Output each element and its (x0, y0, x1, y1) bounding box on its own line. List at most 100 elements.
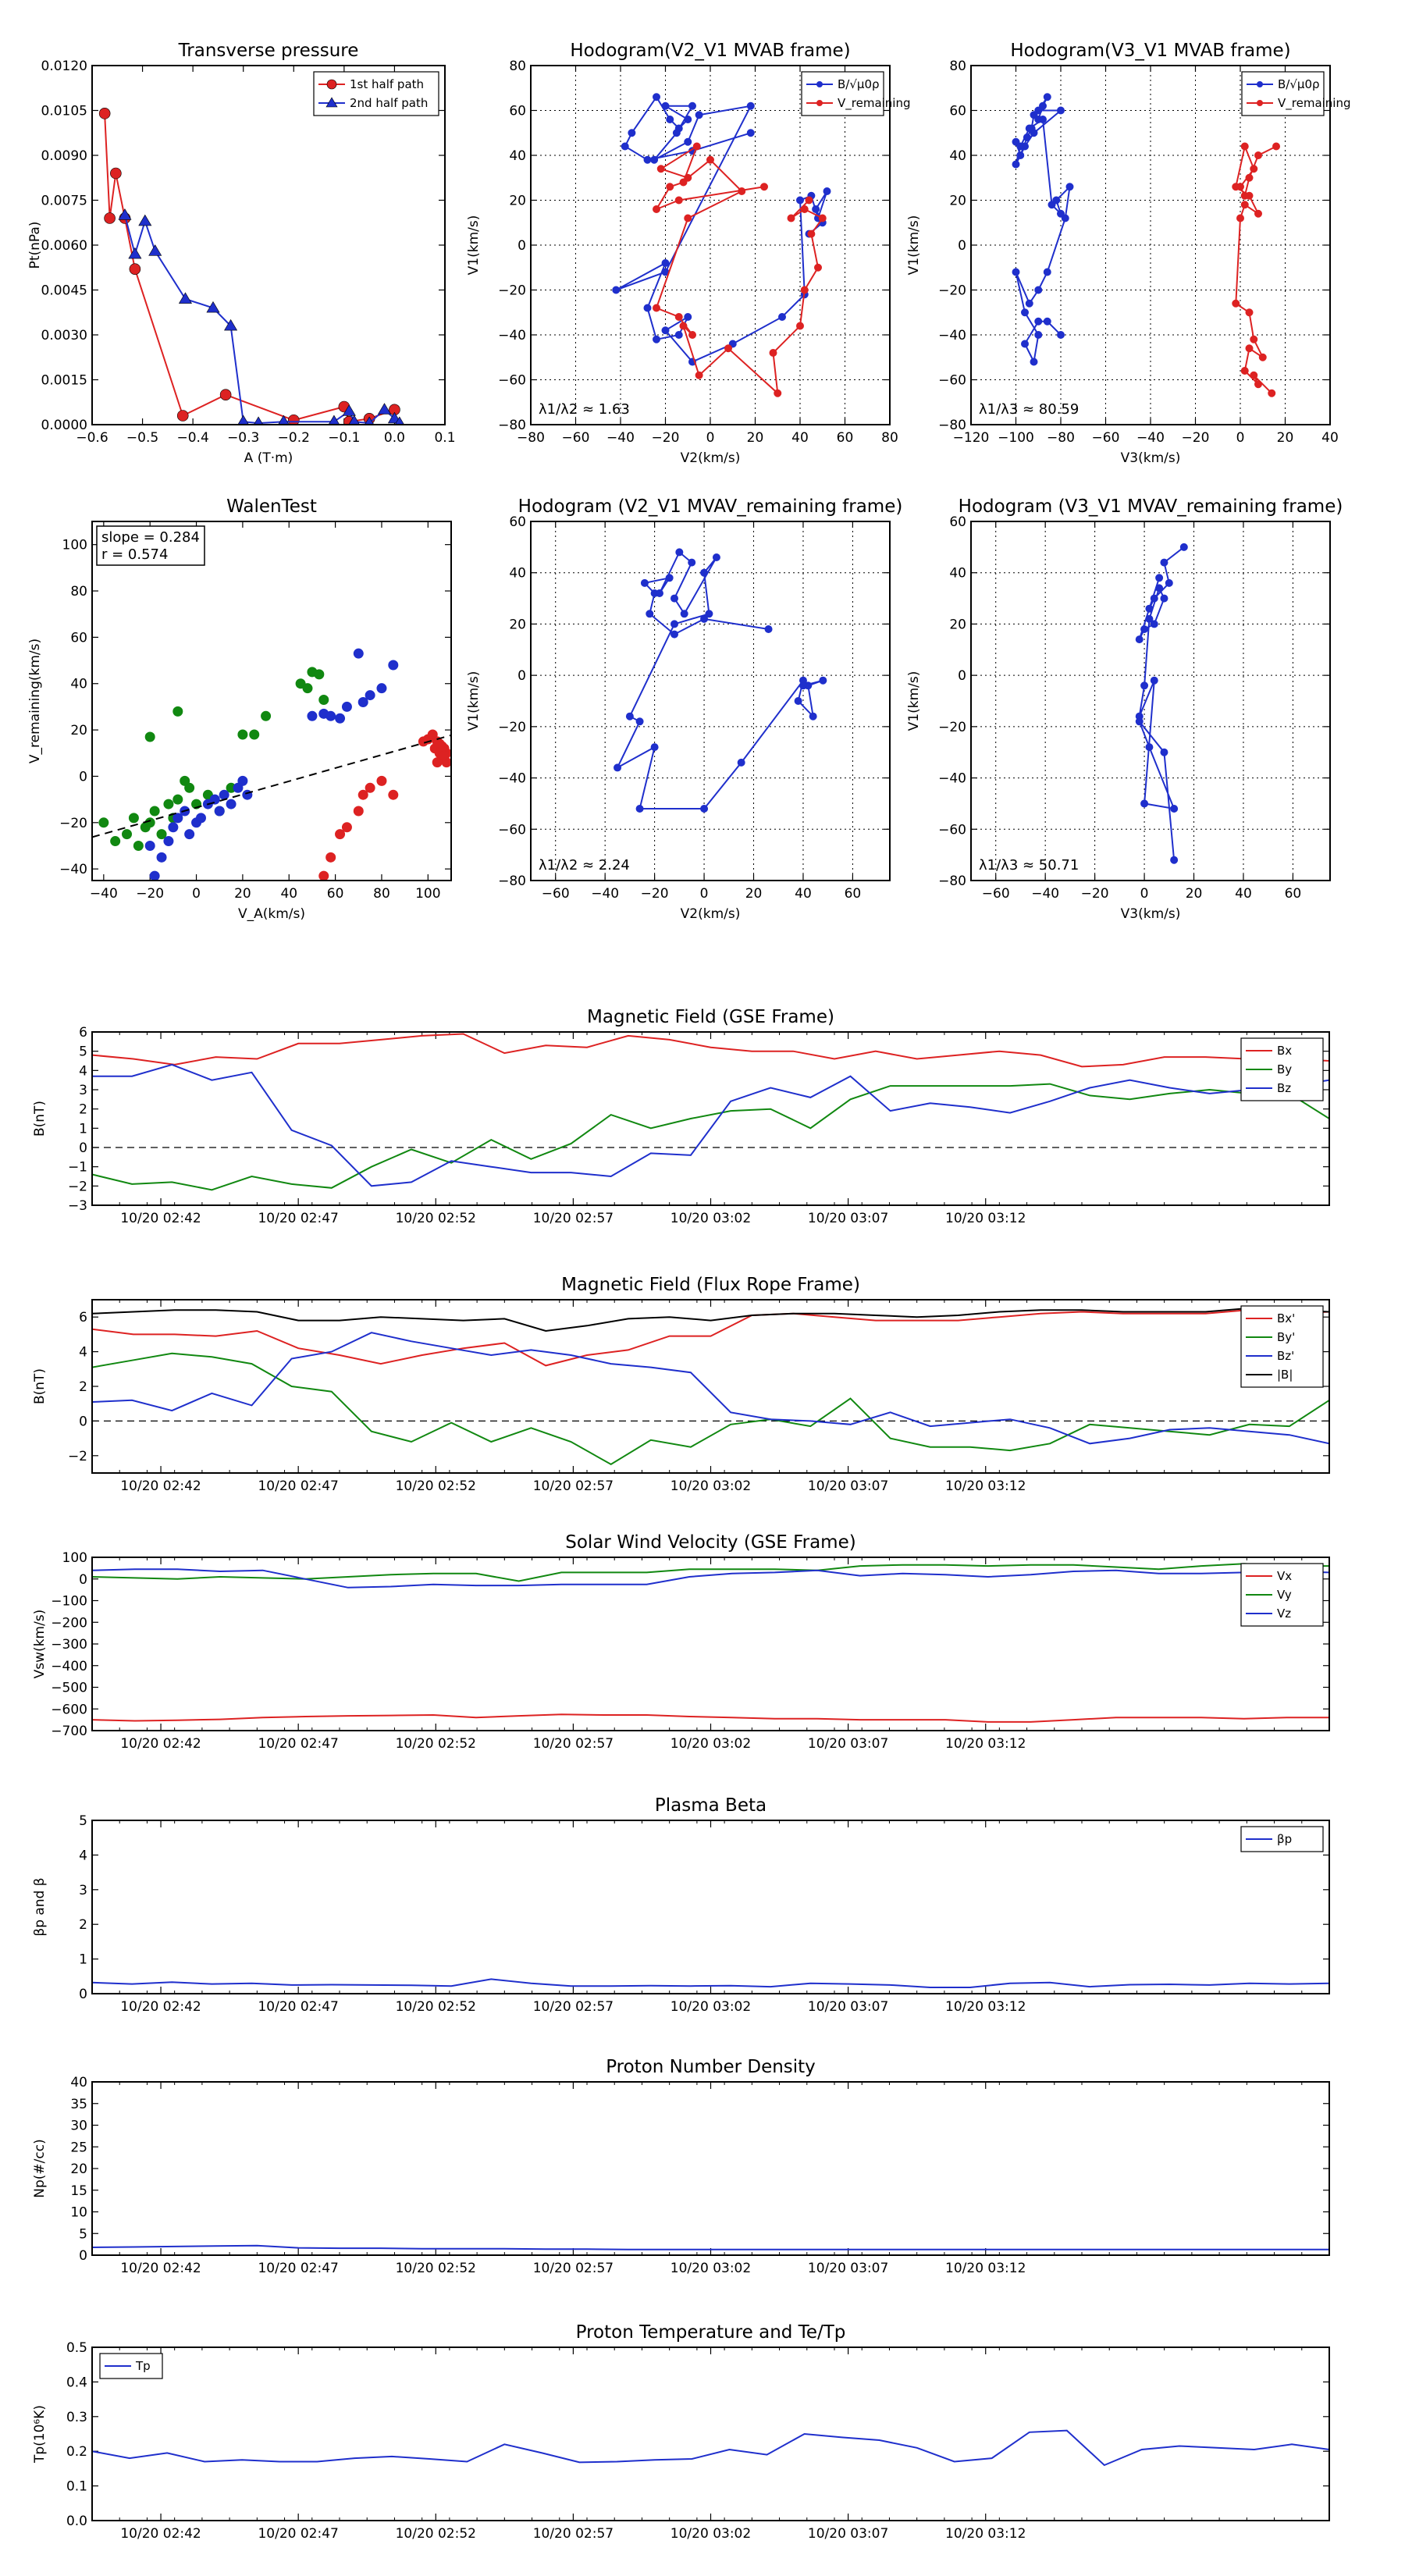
data-marker (1043, 268, 1051, 276)
data-marker (253, 416, 264, 425)
y-tick-label: −40 (498, 771, 526, 787)
chart-hodo_v2_mvav: Hodogram (V2_V1 MVAV_remaining frame) −60… (466, 496, 902, 922)
scatter-point (318, 695, 329, 706)
plot-area (92, 2244, 1329, 2250)
x-tick-label: −120 (953, 430, 990, 446)
y-tick-label: 1 (79, 1121, 87, 1137)
scatter-point (427, 729, 438, 740)
data-marker (1025, 124, 1033, 133)
y-tick-label: 60 (70, 630, 87, 646)
y-tick-label: −2 (68, 1449, 87, 1464)
chart-title: Hodogram (V2_V1 MVAV_remaining frame) (518, 496, 903, 517)
x-tick-label: 0.0 (384, 430, 405, 446)
data-marker (148, 244, 162, 256)
legend-marker (325, 97, 338, 108)
data-marker (1057, 106, 1065, 115)
scatter-point (149, 870, 160, 881)
data-marker (1140, 625, 1149, 633)
ratio-annotation: λ1/λ2 ≈ 2.24 (539, 857, 630, 873)
y-tick-label: 0 (958, 668, 966, 684)
scatter-point (357, 789, 368, 800)
legend: B/√μ0ρ V_remaining (801, 71, 911, 116)
scatter-point (365, 782, 375, 793)
data-marker (621, 142, 629, 151)
y-tick-label: 20 (949, 194, 966, 209)
axes-frame (91, 1557, 1330, 1731)
y-tick-label: 40 (70, 677, 87, 692)
x-tick-label: 10/20 02:57 (533, 1478, 614, 1494)
y-tick-label: 0.0090 (41, 148, 87, 164)
y-tick-label: 40 (70, 2075, 87, 2090)
x-tick-label: −20 (1081, 886, 1109, 902)
legend-label: 1st half path (350, 77, 424, 91)
x-tick-label: 10/20 02:42 (120, 2261, 201, 2276)
data-marker (1012, 160, 1020, 169)
chart-title: Transverse pressure (178, 41, 359, 61)
y-tick-label: 0.4 (66, 2375, 87, 2390)
data-marker (1245, 344, 1254, 353)
legend-label: Tp (135, 2359, 151, 2373)
y-tick-label: 25 (70, 2140, 87, 2155)
y-tick-label: −60 (938, 822, 966, 838)
data-marker (643, 155, 652, 164)
y-tick-label: 0.0030 (41, 328, 87, 343)
data-marker (746, 101, 755, 110)
scatter-point (184, 782, 195, 793)
y-tick-label: 5 (79, 1044, 87, 1060)
series-line (92, 2244, 1329, 2250)
y-tick-label: 60 (509, 514, 526, 530)
y-tick-label: 0 (958, 238, 966, 254)
axes-frame (91, 65, 446, 425)
data-marker (1250, 335, 1258, 343)
data-marker (1232, 183, 1240, 191)
scatter-point (376, 775, 387, 786)
data-marker (688, 331, 696, 339)
scatter-point (318, 870, 329, 881)
y-tick-label: −300 (51, 1637, 87, 1653)
series-line (92, 1352, 1329, 1466)
axes-frame (91, 1820, 1330, 1994)
x-tick-label: 10/20 03:12 (945, 2526, 1026, 2542)
y-axis-label: Np(#/cc) (32, 2139, 48, 2197)
data-marker (138, 214, 152, 226)
data-marker (814, 263, 822, 272)
chart-title: Solar Wind Velocity (GSE Frame) (565, 1532, 855, 1553)
y-tick-label: 0 (79, 1987, 87, 2002)
x-tick-label: 10/20 02:52 (396, 1211, 476, 1226)
legend-label: Bz (1277, 1081, 1291, 1095)
data-marker (661, 326, 670, 335)
data-marker (705, 610, 713, 618)
axes-frame (530, 65, 891, 425)
x-tick-label: 10/20 02:42 (120, 1211, 201, 1226)
data-marker (787, 214, 795, 222)
scatter-point (335, 713, 346, 724)
scatter-point (156, 829, 167, 840)
series-line (92, 1033, 1329, 1068)
y-axis-label: B(nT) (32, 1101, 48, 1137)
y-tick-label: 2 (79, 1102, 87, 1118)
y-axis-label: Pt(nPa) (27, 222, 43, 269)
x-tick-label: 10/20 02:47 (258, 2526, 338, 2542)
plot-area (92, 1563, 1329, 1723)
scatter-point (209, 794, 220, 805)
legend-label: B/√μ0ρ (838, 77, 880, 91)
x-tick-label: 10/20 03:12 (945, 2261, 1026, 2276)
legend-label: By (1277, 1062, 1292, 1076)
x-tick-label: 20 (1186, 886, 1203, 902)
data-marker (104, 212, 116, 224)
x-tick-label: 40 (280, 886, 297, 902)
x-tick-label: −0.3 (227, 430, 259, 446)
ratio-annotation: λ1/λ3 ≈ 80.59 (979, 401, 1079, 418)
legend-label: Bx (1277, 1044, 1292, 1058)
y-tick-label: −20 (938, 720, 966, 735)
y-tick-label: 0 (79, 1140, 87, 1156)
data-marker (700, 805, 709, 813)
data-marker (1034, 331, 1043, 339)
data-marker (653, 205, 660, 213)
data-marker (653, 304, 660, 312)
data-marker (695, 371, 703, 379)
data-marker (1057, 331, 1065, 339)
scatter-point (144, 731, 155, 742)
data-marker (1021, 308, 1029, 317)
data-marker (1254, 380, 1262, 389)
